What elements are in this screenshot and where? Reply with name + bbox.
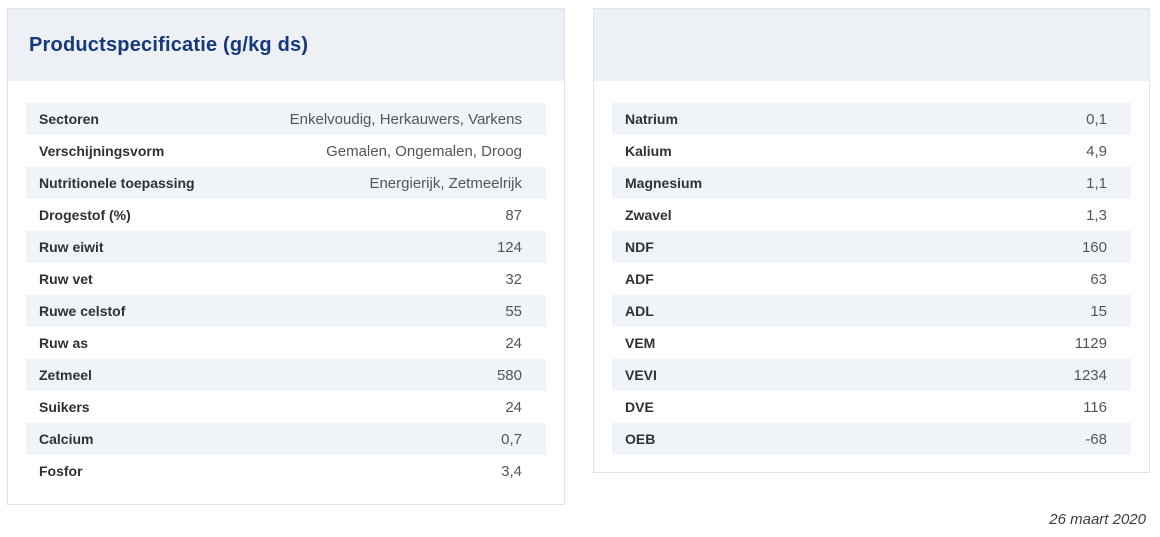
- spec-row-label: Fosfor: [39, 463, 83, 479]
- spec-row-value: 24: [505, 334, 522, 352]
- spec-row-label: Calcium: [39, 431, 94, 447]
- spec-row: Verschijningsvorm Gemalen, Ongemalen, Dro…: [26, 135, 546, 167]
- spec-row: OEB -68: [612, 423, 1131, 455]
- spec-row-value: 1,1: [1086, 174, 1107, 192]
- spec-row-label: Zwavel: [625, 207, 672, 223]
- spec-row-label: Sectoren: [39, 111, 99, 127]
- spec-row-value: 160: [1081, 238, 1107, 256]
- spec-row-label: Kalium: [625, 143, 672, 159]
- spec-row: VEM 1129: [612, 327, 1131, 359]
- spec-row-label: Ruwe celstof: [39, 303, 126, 319]
- spec-row-value: 1,3: [1086, 206, 1107, 224]
- publication-date: 26 maart 2020: [1049, 511, 1146, 528]
- spec-row: Ruwe celstof 55: [26, 295, 546, 327]
- spec-table-secondary: Natrium 0,1 Kalium 4,9 Magnesium 1,1 Zwavel 1,3…: [594, 81, 1149, 455]
- spec-row-label: Natrium: [625, 111, 678, 127]
- spec-row: Ruw vet 32: [26, 263, 546, 295]
- spec-row-value: Energierijk, Zetmeelrijk: [369, 174, 522, 192]
- spec-row-value: 116: [1083, 398, 1107, 416]
- spec-row-label: VEVI: [625, 367, 657, 383]
- spec-row-label: DVE: [625, 399, 654, 415]
- spec-row: Drogestof (%) 87: [26, 199, 546, 231]
- spec-row-label: OEB: [625, 431, 656, 447]
- spec-row-label: Drogestof (%): [39, 207, 131, 223]
- spec-row-value: 63: [1090, 270, 1107, 288]
- spec-row: Nutritionele toepassing Energierijk, Zetm…: [26, 167, 546, 199]
- spec-row-value: 1129: [1074, 334, 1107, 352]
- spec-row: NDF 160: [612, 231, 1131, 263]
- spec-row-label: ADL: [625, 303, 654, 319]
- spec-row: ADL 15: [612, 295, 1131, 327]
- spec-row: Suikers 24: [26, 391, 546, 423]
- spec-row-label: Nutritionele toepassing: [39, 175, 195, 191]
- spec-row-label: Verschijningsvorm: [39, 143, 165, 159]
- spec-row-value: 24: [505, 398, 522, 416]
- spec-row-label: Ruw eiwit: [39, 239, 104, 255]
- spec-row-label: Ruw as: [39, 335, 89, 351]
- spec-row-label: Ruw vet: [39, 271, 93, 287]
- spec-row: Zwavel 1,3: [612, 199, 1131, 231]
- secondary-header-band: [594, 9, 1149, 81]
- spec-row-label: ADF: [625, 271, 654, 287]
- spec-row: Fosfor 3,4: [26, 455, 546, 487]
- spec-row-label: Suikers: [39, 399, 90, 415]
- spec-row: Zetmeel 580: [26, 359, 546, 391]
- spec-row: Kalium 4,9: [612, 135, 1131, 167]
- spec-row-value: 4,9: [1086, 142, 1107, 160]
- spec-row-value: 580: [496, 366, 522, 384]
- product-spec-card-main: Productspecificatie (g/kg ds) Sectoren En…: [7, 8, 565, 505]
- spec-row-value: 0,1: [1086, 110, 1107, 128]
- spec-row-value: Enkelvoudig, Herkauwers, Varkens: [289, 110, 522, 128]
- spec-row-value: Gemalen, Ongemalen, Droog: [326, 142, 522, 160]
- spec-row: ADF 63: [612, 263, 1131, 295]
- spec-row: Ruw as 24: [26, 327, 546, 359]
- spec-row: Sectoren Enkelvoudig, Herkauwers, Varkens: [26, 103, 546, 135]
- spec-row-label: NDF: [625, 239, 654, 255]
- spec-row-value: 15: [1090, 302, 1107, 320]
- spec-row-label: Magnesium: [625, 175, 703, 191]
- spec-row-value: 3,4: [501, 462, 522, 480]
- spec-row-value: 87: [505, 206, 522, 224]
- spec-row: VEVI 1234: [612, 359, 1131, 391]
- spec-row-value: 55: [505, 302, 522, 320]
- spec-row: DVE 116: [612, 391, 1131, 423]
- spec-row-label: Zetmeel: [39, 367, 92, 383]
- product-spec-card-secondary: Natrium 0,1 Kalium 4,9 Magnesium 1,1 Zwavel 1,3…: [593, 8, 1150, 473]
- spec-row-value: 1234: [1073, 366, 1107, 384]
- spec-row: Natrium 0,1: [612, 103, 1131, 135]
- spec-table-main: Sectoren Enkelvoudig, Herkauwers, Varkens…: [8, 81, 564, 487]
- spec-row-value: 124: [496, 238, 522, 256]
- spec-row-value: 0,7: [501, 430, 522, 448]
- spec-row: Calcium 0,7: [26, 423, 546, 455]
- spec-row: Ruw eiwit 124: [26, 231, 546, 263]
- spec-row-value: -68: [1085, 430, 1107, 448]
- spec-row-label: VEM: [625, 335, 656, 351]
- spec-row-value: 32: [505, 270, 522, 288]
- page-title: Productspecificatie (g/kg ds): [29, 33, 309, 56]
- product-spec-header: Productspecificatie (g/kg ds): [8, 9, 564, 81]
- spec-row: Magnesium 1,1: [612, 167, 1131, 199]
